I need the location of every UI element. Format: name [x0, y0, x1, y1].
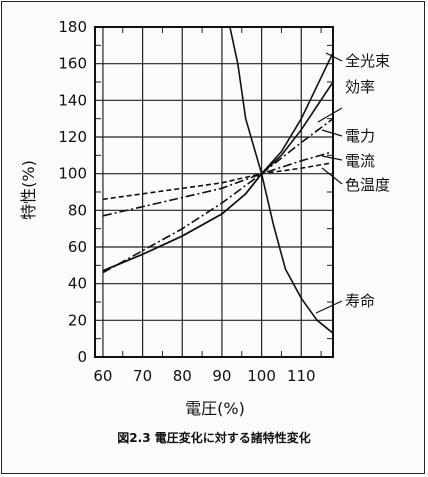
series-line: [102, 81, 333, 272]
legend-label: 全光束: [345, 52, 390, 70]
y-tick-label: 0: [77, 348, 87, 366]
legend-leader: [321, 155, 343, 161]
legend-label: 色温度: [345, 176, 390, 194]
y-axis-label: 特性(%): [19, 160, 38, 220]
y-tick-label: 120: [58, 128, 87, 146]
x-axis-label: 電圧(%): [185, 399, 245, 418]
series-line: [102, 161, 333, 201]
x-tick-label: 90: [212, 367, 231, 385]
series-line: [102, 150, 333, 217]
y-tick-label: 100: [58, 165, 87, 183]
legend-leader: [315, 300, 343, 314]
y-tick-label: 60: [68, 238, 87, 256]
legend-leader: [321, 129, 343, 137]
y-tick-label: 20: [68, 311, 87, 329]
legend-label: 効率: [345, 78, 375, 96]
x-tick-label: 100: [247, 367, 276, 385]
x-tick-label: 80: [173, 367, 192, 385]
legend-label: 寿命: [345, 292, 375, 310]
tick-labels: 60 70 80 90 100 110 0 20 40 60 80 100 120 140 160 180: [58, 18, 315, 385]
y-tick-label: 80: [68, 201, 87, 219]
x-tick-label: 70: [133, 367, 152, 385]
figure-caption: 図2.3 電圧変化に対する諸特性変化: [117, 430, 310, 445]
series-line: [102, 52, 333, 272]
legend-leader: [317, 107, 343, 123]
plot-frame: [94, 26, 334, 358]
grid: [94, 26, 334, 358]
y-tick-label: 160: [58, 55, 87, 73]
series-line: [229, 27, 333, 334]
series-line: [102, 118, 333, 274]
x-tick-label: 110: [287, 367, 316, 385]
legend-leader: [325, 52, 343, 62]
series-lines: [102, 27, 333, 334]
y-tick-label: 180: [58, 18, 87, 36]
legend-leader: [321, 167, 343, 185]
legend-label: 電力: [345, 127, 375, 145]
y-tick-label: 140: [58, 91, 87, 109]
y-tick-label: 40: [68, 275, 87, 293]
x-tick-label: 60: [93, 367, 112, 385]
legend-label: 電流: [345, 152, 375, 170]
